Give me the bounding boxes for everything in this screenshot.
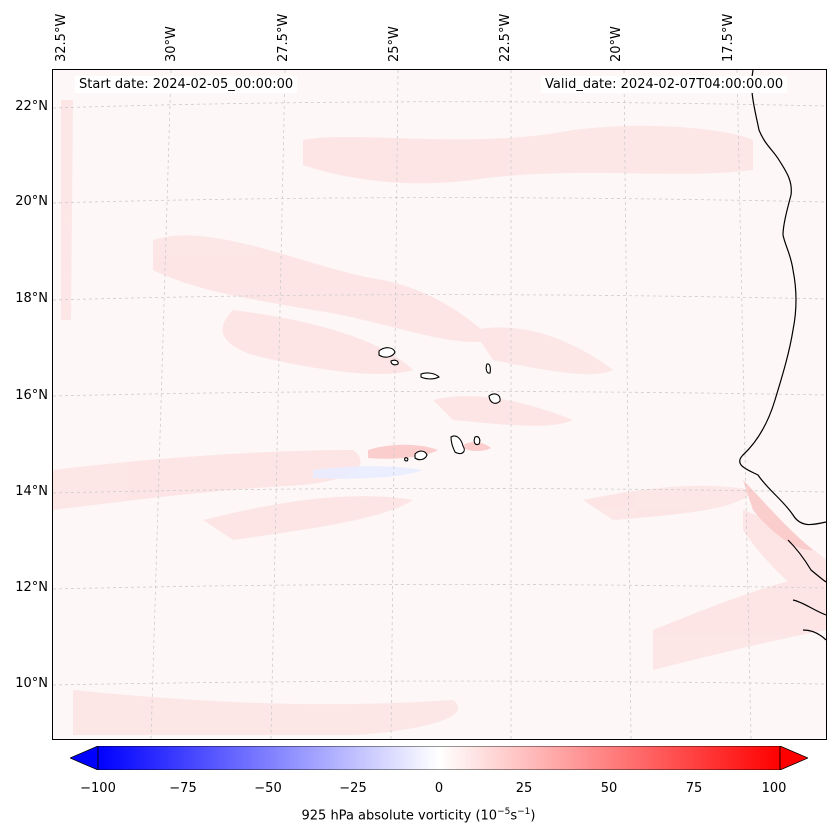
lat-label-14n: 14°N xyxy=(15,484,48,499)
colorbar-high-extend-arrow xyxy=(779,746,808,770)
lon-label-20w: 20°W xyxy=(609,26,624,62)
colorbar-gradient xyxy=(97,746,781,770)
lon-label-25w: 25°W xyxy=(387,26,402,62)
lat-label-12n: 12°N xyxy=(15,580,48,595)
colorbar-tick-label: 75 xyxy=(685,781,703,796)
colorbar-tick-label: −50 xyxy=(254,781,282,796)
lat-label-16n: 16°N xyxy=(15,388,48,403)
lon-label-22-5w: 22.5°W xyxy=(498,13,513,62)
lat-label-22n: 22°N xyxy=(15,99,48,114)
lat-label-20n: 20°N xyxy=(15,194,48,209)
lat-label-18n: 18°N xyxy=(15,291,48,306)
negative-vorticity-shading xyxy=(313,466,423,479)
colorbar-tick-label: 25 xyxy=(515,781,533,796)
lat-label-10n: 10°N xyxy=(15,676,48,691)
vorticity-map xyxy=(52,69,827,740)
colorbar-tick-label: −25 xyxy=(339,781,367,796)
cape-verde-islands xyxy=(378,347,501,462)
colorbar-tick-label: 50 xyxy=(600,781,618,796)
colorbar-tick-label: −100 xyxy=(80,781,116,796)
africa-coastline xyxy=(739,70,826,526)
map-canvas xyxy=(53,70,826,739)
valid-date-label: Valid_date: 2024-02-07T04:00:00.00 xyxy=(541,76,788,93)
lon-label-30w: 30°W xyxy=(164,26,179,62)
colorbar-low-extend-arrow xyxy=(70,746,99,770)
vorticity-shading xyxy=(53,100,826,735)
colorbar-tick-label: 0 xyxy=(434,781,444,796)
colorbar-tick-label: −75 xyxy=(169,781,197,796)
colorbar-title: 925 hPa absolute vorticity (10−5s−1) xyxy=(301,807,536,824)
colorbar xyxy=(70,746,808,770)
africa-coastline-south xyxy=(787,539,826,641)
colorbar-tick-label: 100 xyxy=(761,781,787,796)
lon-label-27-5w: 27.5°W xyxy=(276,13,291,62)
lon-label-32-5w: 32.5°W xyxy=(54,13,69,62)
lon-label-17-5w: 17.5°W xyxy=(721,13,736,62)
start-date-label: Start date: 2024-02-05_00:00:00 xyxy=(75,76,298,93)
